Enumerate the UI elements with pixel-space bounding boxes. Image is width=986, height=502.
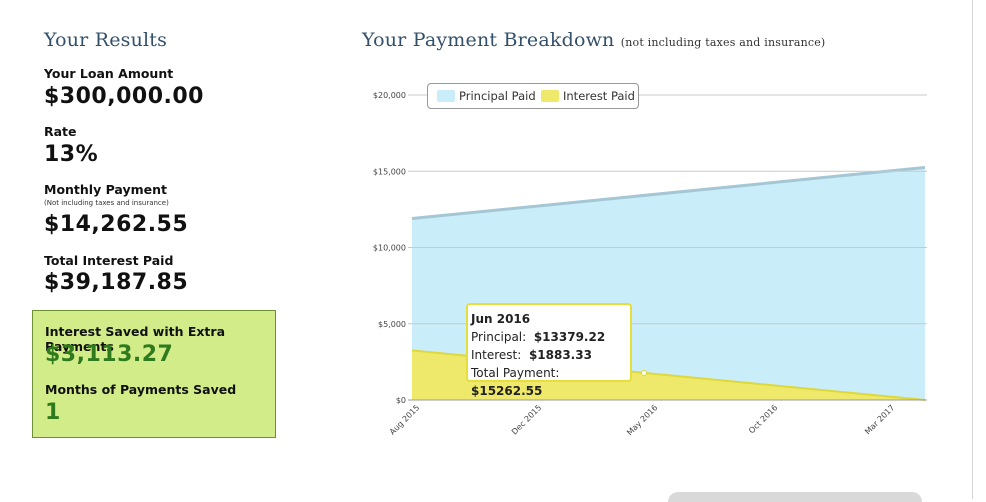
x-tick: Mar 2017 xyxy=(863,403,896,436)
monthly-payment-label: Monthly Payment xyxy=(44,182,167,197)
x-tick-label: Dec 2015 xyxy=(510,403,544,437)
breakdown-heading: Your Payment Breakdown (not including ta… xyxy=(362,29,825,51)
tooltip-principal-value: $13379.22 xyxy=(533,330,606,344)
tooltip-principal-label: Principal: xyxy=(471,330,527,344)
bottom-panel-edge xyxy=(668,492,922,502)
monthly-payment-value: $14,262.55 xyxy=(44,212,189,237)
savings-box: Interest Saved with Extra Payments $3,11… xyxy=(32,310,276,438)
page-divider xyxy=(972,0,973,499)
x-tick: Dec 2015 xyxy=(510,403,544,437)
breakdown-title: Your Payment Breakdown xyxy=(362,29,615,51)
x-tick-label: May 2016 xyxy=(625,403,659,437)
hover-marker xyxy=(641,369,647,376)
legend-interest-label: Interest Paid xyxy=(563,89,635,103)
interest-saved-label: Interest Saved with Extra Payments xyxy=(45,324,226,354)
principal-line xyxy=(411,165,926,221)
y-tick-label: $20,000 xyxy=(373,91,406,100)
interest-saved-value: $3,113.27 xyxy=(45,342,174,367)
chart-tooltip: Jun 2016 Principal: $13379.22 Interest: … xyxy=(466,303,632,398)
x-tick-label: Oct 2016 xyxy=(747,403,779,435)
tooltip-interest-label: Interest: xyxy=(471,348,522,362)
legend-principal-swatch xyxy=(437,90,455,102)
x-tick: Aug 2015 xyxy=(388,403,422,437)
total-interest-value: $39,187.85 xyxy=(44,270,189,295)
results-panel: Your Results Your Loan Amount $300,000.0… xyxy=(0,0,300,499)
y-tick-label: $10,000 xyxy=(373,244,406,253)
legend-principal-label: Principal Paid xyxy=(459,89,536,103)
breakdown-subtitle: (not including taxes and insurance) xyxy=(620,36,826,49)
total-interest-label: Total Interest Paid xyxy=(44,253,174,268)
x-tick: May 2016 xyxy=(625,403,659,437)
chart-legend: Principal Paid Interest Paid xyxy=(427,83,639,109)
tooltip-interest-value: $1883.33 xyxy=(528,348,592,362)
rate-label: Rate xyxy=(44,124,77,139)
loan-amount-value: $300,000.00 xyxy=(44,84,204,109)
y-tick-label: $0 xyxy=(396,396,406,405)
months-saved-label: Months of Payments Saved xyxy=(45,382,237,397)
rate-value: 13% xyxy=(44,142,99,167)
legend-interest-swatch xyxy=(541,90,559,102)
y-tick-label: $5,000 xyxy=(378,320,406,329)
months-saved-value: 1 xyxy=(45,400,61,425)
x-tick-label: Aug 2015 xyxy=(388,403,422,437)
x-tick: Oct 2016 xyxy=(747,403,779,435)
y-tick-label: $15,000 xyxy=(373,167,406,176)
monthly-payment-note: (Not including taxes and insurance) xyxy=(44,199,169,207)
tooltip-total-label: Total Payment: xyxy=(471,366,560,380)
x-tick-label: Mar 2017 xyxy=(863,403,896,436)
loan-amount-label: Your Loan Amount xyxy=(44,66,174,81)
tooltip-total-value: $15262.55 xyxy=(471,384,543,398)
payment-breakdown-chart[interactable]: $0 $5,000 $10,000 $15,000 $20,000 Aug 2015 Dec… xyxy=(340,70,960,460)
tooltip-date: Jun 2016 xyxy=(471,312,531,326)
results-heading: Your Results xyxy=(44,29,168,51)
